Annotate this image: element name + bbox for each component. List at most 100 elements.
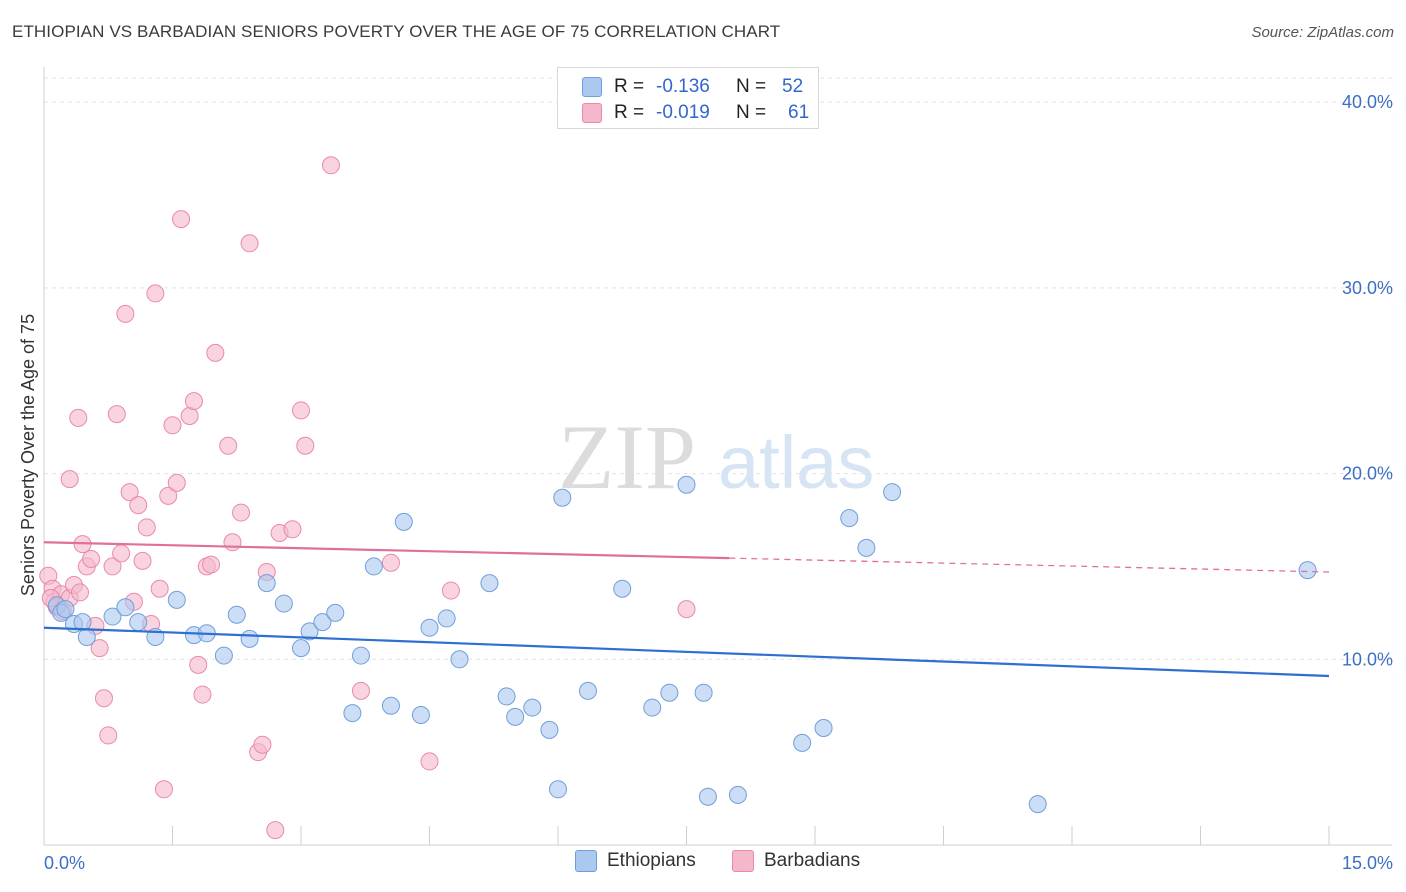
barbadian-point <box>167 473 186 492</box>
ethiopian-point <box>103 607 122 626</box>
series-legend: Ethiopians Barbadians <box>0 850 1406 878</box>
ethiopian-point <box>274 594 293 613</box>
ethiopian-point <box>840 509 859 528</box>
barbadian-point <box>107 405 126 424</box>
ethiopian-point <box>300 622 319 641</box>
y-tick-label: 10.0% <box>1342 649 1393 669</box>
legend-row-barbadians: R = -0.019 N = 61 <box>582 100 809 126</box>
x-tick-label: 15.0% <box>1342 853 1393 873</box>
ethiopian-point <box>497 687 516 706</box>
ethiopian-point <box>129 613 148 632</box>
barbadian-point <box>266 821 285 840</box>
legend-swatch-barbadians <box>582 103 602 123</box>
r-value: -0.019 <box>656 102 710 123</box>
ethiopian-point <box>227 605 246 624</box>
ethiopian-point <box>240 629 259 648</box>
barbadian-point <box>232 503 251 522</box>
ethiopian-point <box>578 681 597 700</box>
ethiopian-point <box>523 698 542 717</box>
ethiopian-point <box>343 704 362 723</box>
barbadian-point <box>184 392 203 411</box>
barbadian-point <box>240 234 259 253</box>
barbadian-point <box>441 581 460 600</box>
y-tick-label: 30.0% <box>1342 278 1393 298</box>
ethiopian-point <box>116 598 135 617</box>
barbadian-point <box>180 407 199 425</box>
barbadian-point <box>206 343 225 362</box>
chart-title: ETHIOPIAN VS BARBADIAN SENIORS POVERTY O… <box>12 22 781 41</box>
ethiopian-point <box>506 707 525 726</box>
ethiopian-point <box>553 488 572 507</box>
watermark-zip: ZIP <box>558 406 696 508</box>
ethiopian-point <box>883 483 902 502</box>
barbadian-point <box>189 655 208 674</box>
ethiopian-point <box>677 475 696 494</box>
y-axis-label: Seniors Poverty Over the Age of 75 <box>18 314 38 596</box>
trend-lines <box>43 541 1330 678</box>
barbadian-point <box>60 470 79 489</box>
barbadian-point <box>159 486 178 505</box>
barbadian-point <box>163 416 182 435</box>
barbadian-point <box>223 533 242 552</box>
barbadian-point <box>94 689 113 708</box>
ethiopian-point <box>437 609 456 628</box>
trend-line-ethiopians <box>43 626 1330 678</box>
y-tick-label: 20.0% <box>1342 464 1393 484</box>
r-label: R = <box>614 76 645 97</box>
barbadian-point <box>292 401 310 420</box>
ethiopian-point <box>292 639 310 658</box>
n-value: 61 <box>788 102 810 123</box>
barbadian-point <box>154 780 173 799</box>
ethiopian-point <box>56 600 75 619</box>
ethiopian-point <box>613 579 632 598</box>
correlation-legend: R = -0.136 N = 52 R = -0.019 N = 61 <box>557 67 819 129</box>
ethiopian-point <box>857 538 876 557</box>
barbadian-point <box>351 681 370 700</box>
ethiopian-point <box>394 512 413 531</box>
x-tick-label: 0.0% <box>44 853 85 873</box>
ethiopian-point <box>1298 561 1317 580</box>
ethiopian-point <box>351 646 370 665</box>
ethiopian-point <box>643 698 662 717</box>
barbadian-point <box>381 553 400 572</box>
ethiopian-point <box>540 720 559 739</box>
ethiopian-point <box>694 683 713 702</box>
barbadian-point <box>116 304 135 323</box>
ethiopian-point <box>214 646 233 665</box>
watermark-atlas: atlas <box>718 421 874 504</box>
barbadian-point <box>283 520 302 539</box>
barbadian-point <box>90 639 109 658</box>
n-label: N = <box>736 76 767 97</box>
barbadian-point <box>99 726 118 745</box>
ethiopian-point <box>814 719 833 737</box>
trend-line-barbadians <box>43 541 730 560</box>
legend-label-ethiopians: Ethiopians <box>607 850 696 871</box>
watermark: ZIP atlas <box>558 406 874 508</box>
ethiopian-point <box>326 603 345 622</box>
axes <box>43 67 1392 846</box>
ethiopian-point <box>480 574 499 593</box>
ethiopian-point <box>364 557 383 576</box>
ethiopian-point <box>420 618 439 637</box>
barbadian-point <box>103 557 122 576</box>
ethiopian-point <box>77 628 96 646</box>
barbadian-point <box>129 496 148 515</box>
barbadian-point <box>193 685 212 704</box>
barbadian-point <box>137 518 156 537</box>
legend-row-ethiopians: R = -0.136 N = 52 <box>582 74 803 100</box>
barbadian-point <box>296 436 315 455</box>
ethiopian-point <box>381 696 400 715</box>
r-value: -0.136 <box>656 76 710 97</box>
r-label: R = <box>614 102 645 123</box>
ethiopian-point <box>793 733 812 752</box>
ethiopian-point <box>549 780 567 799</box>
barbadian-point <box>172 210 191 229</box>
barbadian-point <box>150 579 169 598</box>
legend-swatch-barbadians <box>732 850 754 872</box>
ethiopian-point <box>313 613 332 632</box>
ethiopian-point <box>167 590 186 609</box>
barbadian-point <box>219 436 238 455</box>
barbadian-point <box>82 550 101 568</box>
tick-labels: 10.0% 20.0% 30.0% 40.0% 0.0% 15.0% <box>44 92 1393 873</box>
ethiopian-point <box>1028 795 1047 814</box>
